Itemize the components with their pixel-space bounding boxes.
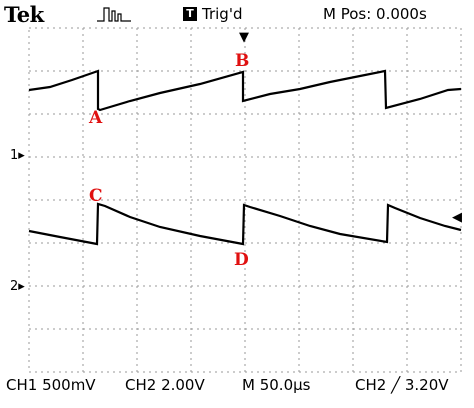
ch2-trace bbox=[28, 202, 462, 246]
trigger-type-icon bbox=[97, 7, 131, 22]
trigger-level-icon: ◀ bbox=[452, 210, 462, 225]
point-label-a: A bbox=[89, 108, 103, 128]
ch2-ground-marker: 2▸ bbox=[10, 279, 25, 294]
graticule-border bbox=[28, 27, 462, 373]
ch1-scale: CH1 500mV bbox=[6, 376, 96, 394]
brand-logo: Tek bbox=[4, 2, 44, 27]
horizontal-position: M Pos: 0.000s bbox=[323, 5, 427, 23]
timebase: M 50.0µs bbox=[242, 376, 311, 394]
trigger-status: Trig'd bbox=[202, 5, 243, 23]
point-label-d: D bbox=[234, 250, 249, 270]
trigger-status-icon: T bbox=[183, 7, 197, 21]
point-label-c: C bbox=[89, 186, 103, 206]
trigger-position-icon: ▼ bbox=[239, 30, 249, 45]
trigger-setting: CH2 ╱ 3.20V bbox=[355, 376, 449, 394]
ch1-trace bbox=[28, 69, 462, 112]
point-label-b: B bbox=[235, 51, 250, 71]
status-header: Tek T Trig'd M Pos: 0.000s bbox=[0, 0, 474, 28]
graticule bbox=[29, 28, 461, 372]
ch2-scale: CH2 2.00V bbox=[125, 376, 205, 394]
ch1-ground-marker: 1▸ bbox=[10, 148, 25, 163]
